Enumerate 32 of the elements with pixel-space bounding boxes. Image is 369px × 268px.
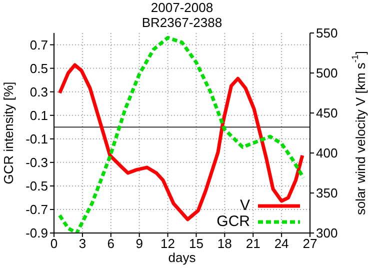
y-tick-label: -0.1: [26, 131, 48, 146]
y-tick-label: -0.3: [26, 155, 48, 170]
y-tick-label: 0.7: [30, 37, 48, 52]
y2-tick-label: 400: [316, 146, 338, 161]
chart-title: 2007-2008: [150, 0, 214, 15]
x-tick-label: 0: [50, 236, 58, 252]
x-tick-label: 15: [188, 236, 204, 252]
y2-tick-label: 350: [316, 186, 338, 201]
x-tick-label: 6: [107, 236, 115, 252]
x-tick-label: 9: [136, 236, 143, 252]
x-tick-label: 21: [246, 236, 260, 252]
y2-tick-label: 300: [316, 226, 338, 241]
y-tick-label: -0.5: [26, 178, 48, 194]
y2-tick-label: 500: [316, 66, 338, 81]
y2-tick-label: 550: [316, 26, 338, 41]
legend-label: GCR: [216, 213, 250, 230]
y-axis-title: GCR intensity [%]: [0, 82, 16, 184]
y-tick-label: -0.7: [26, 202, 48, 218]
x-tick-label: 24: [274, 236, 289, 252]
chart-subtitle: BR2367-2388: [140, 15, 224, 30]
line-series: [58, 36, 306, 233]
x-tick-label: 12: [160, 236, 176, 252]
x-tick-label: 27: [302, 236, 318, 252]
y-tick-label: 0.3: [30, 84, 48, 100]
y-tick-label: -0.9: [26, 226, 48, 241]
y2-tick-label: 450: [316, 106, 338, 121]
x-tick-label: 18: [217, 236, 232, 252]
y-tick-label: 0.1: [30, 108, 48, 123]
y-tick-label: 0.5: [30, 60, 48, 76]
legend-label: V: [240, 197, 250, 214]
x-axis-title: days: [168, 250, 196, 265]
x-tick-label: 3: [78, 236, 86, 252]
